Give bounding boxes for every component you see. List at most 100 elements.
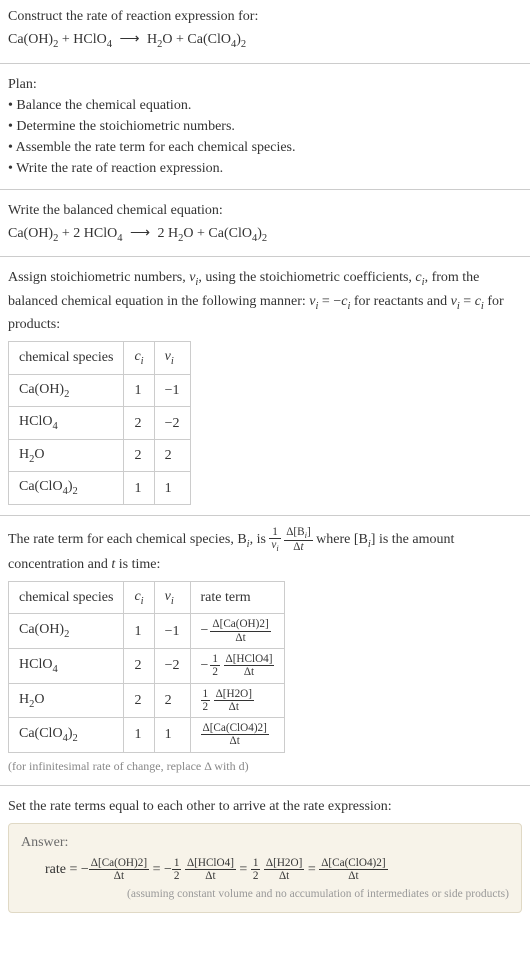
numerator: Δ[H2O] bbox=[214, 688, 254, 701]
species: H bbox=[147, 32, 157, 47]
cell: 12 Δ[H2O]Δt bbox=[190, 683, 285, 718]
fraction: 12 bbox=[210, 653, 220, 679]
intro-section: Construct the rate of reaction expressio… bbox=[0, 0, 530, 59]
table-row: chemical species ci νi bbox=[9, 342, 191, 375]
denominator: Δt bbox=[89, 870, 149, 882]
denominator: Δt bbox=[264, 870, 304, 882]
species: O + Ca(ClO bbox=[183, 226, 252, 241]
fraction: Δ[HClO4]Δt bbox=[224, 653, 275, 679]
infinitesimal-note: (for infinitesimal rate of change, repla… bbox=[8, 757, 522, 775]
cell: H2O bbox=[9, 683, 124, 718]
table-row: H2O 2 2 bbox=[9, 439, 191, 472]
rateterm-text: The rate term for each chemical species,… bbox=[8, 526, 522, 575]
cell: Ca(ClO4)2 bbox=[9, 472, 124, 505]
numerator: 1 bbox=[172, 857, 182, 870]
stoich-table: chemical species ci νi Ca(OH)2 1 −1 HClO… bbox=[8, 341, 191, 505]
text: Assign stoichiometric numbers, bbox=[8, 270, 189, 285]
subscript: 2 bbox=[72, 486, 77, 497]
fraction: Δ[Bi]Δt bbox=[284, 526, 312, 554]
table-row: Ca(ClO4)2 1 1 bbox=[9, 472, 191, 505]
fraction: 1νi bbox=[269, 526, 280, 554]
table-row: Ca(OH)2 1 −1 bbox=[9, 374, 191, 407]
species: O bbox=[34, 692, 44, 707]
cell: 1 bbox=[124, 718, 154, 753]
cell: 2 bbox=[124, 648, 154, 683]
denominator: 2 bbox=[210, 666, 220, 678]
subscript: 2 bbox=[64, 629, 69, 640]
cell: HClO4 bbox=[9, 648, 124, 683]
cell: −12 Δ[HClO4]Δt bbox=[190, 648, 285, 683]
rate-table: chemical species ci νi rate term Ca(OH)2… bbox=[8, 581, 285, 753]
text: = − bbox=[149, 862, 172, 877]
divider bbox=[0, 63, 530, 64]
text: for reactants and bbox=[350, 294, 450, 309]
cell: 1 bbox=[124, 374, 154, 407]
subscript: i bbox=[171, 356, 174, 367]
fraction: 12 bbox=[201, 688, 211, 714]
subscript: 2 bbox=[64, 389, 69, 400]
text: where [B bbox=[316, 532, 368, 547]
table-row: Ca(OH)2 1 −1 −Δ[Ca(OH)2]Δt bbox=[9, 614, 285, 649]
cell: 2 bbox=[124, 439, 154, 472]
plus: + bbox=[58, 32, 73, 47]
numerator: Δ[Ca(ClO4)2] bbox=[201, 722, 269, 735]
cell: Ca(OH)2 bbox=[9, 614, 124, 649]
rateterm-section: The rate term for each chemical species,… bbox=[0, 520, 530, 781]
plan-item: • Assemble the rate term for each chemic… bbox=[8, 137, 522, 158]
subscript: 4 bbox=[107, 39, 112, 50]
subscript: 4 bbox=[52, 664, 57, 675]
cell: 1 bbox=[154, 718, 190, 753]
subscript: i bbox=[171, 596, 174, 607]
arrow-icon: ⟶ bbox=[126, 226, 154, 241]
numerator: 1 bbox=[201, 688, 211, 701]
table-row: chemical species ci νi rate term bbox=[9, 581, 285, 614]
col-header: ci bbox=[124, 342, 154, 375]
species: HClO bbox=[19, 657, 52, 672]
table-row: Ca(ClO4)2 1 1 Δ[Ca(ClO4)2]Δt bbox=[9, 718, 285, 753]
divider bbox=[0, 515, 530, 516]
text: , is bbox=[250, 532, 270, 547]
species: Ca(OH) bbox=[19, 622, 64, 637]
rate-expression: rate = −Δ[Ca(OH)2]Δt = −12 Δ[HClO4]Δt = … bbox=[21, 857, 509, 883]
species: O bbox=[34, 447, 44, 462]
cell: 2 bbox=[154, 683, 190, 718]
balance-heading: Write the balanced chemical equation: bbox=[8, 200, 522, 221]
plan-section: Plan: • Balance the chemical equation. •… bbox=[0, 68, 530, 185]
subscript: 2 bbox=[262, 232, 267, 243]
fraction: Δ[H2O]Δt bbox=[264, 857, 304, 883]
text: = bbox=[304, 862, 319, 877]
text: is time: bbox=[115, 557, 160, 572]
plan-item: • Balance the chemical equation. bbox=[8, 95, 522, 116]
plan-item: • Determine the stoichiometric numbers. bbox=[8, 116, 522, 137]
species: H bbox=[19, 447, 29, 462]
fraction: 12 bbox=[172, 857, 182, 883]
cell: 1 bbox=[124, 614, 154, 649]
cell: −2 bbox=[154, 648, 190, 683]
text: = bbox=[236, 862, 251, 877]
text: ] bbox=[307, 526, 311, 538]
numerator: Δ[Ca(ClO4)2] bbox=[319, 857, 387, 870]
subscript: 2 bbox=[241, 39, 246, 50]
fraction: 12 bbox=[251, 857, 261, 883]
subscript: 4 bbox=[117, 232, 122, 243]
answer-box: Answer: rate = −Δ[Ca(OH)2]Δt = −12 Δ[HCl… bbox=[8, 823, 522, 913]
table-row: HClO4 2 −2 −12 Δ[HClO4]Δt bbox=[9, 648, 285, 683]
subscript: 2 bbox=[72, 733, 77, 744]
species: + 2 HClO bbox=[58, 226, 117, 241]
cell: −1 bbox=[154, 374, 190, 407]
text: = − bbox=[318, 294, 341, 309]
cell: Ca(OH)2 bbox=[9, 374, 124, 407]
species: Ca(OH) bbox=[8, 32, 53, 47]
denominator: 2 bbox=[201, 701, 211, 713]
table-row: H2O 2 2 12 Δ[H2O]Δt bbox=[9, 683, 285, 718]
species: H bbox=[19, 692, 29, 707]
numerator: Δ[H2O] bbox=[264, 857, 304, 870]
fraction: Δ[Ca(ClO4)2]Δt bbox=[201, 722, 269, 748]
denominator: Δt bbox=[224, 666, 275, 678]
cell: H2O bbox=[9, 439, 124, 472]
minus-icon: − bbox=[201, 658, 211, 673]
cell: Δ[Ca(ClO4)2]Δt bbox=[190, 718, 285, 753]
plan-item: • Write the rate of reaction expression. bbox=[8, 158, 522, 179]
text: Δ[B bbox=[286, 526, 304, 538]
denominator: Δt bbox=[201, 735, 269, 747]
